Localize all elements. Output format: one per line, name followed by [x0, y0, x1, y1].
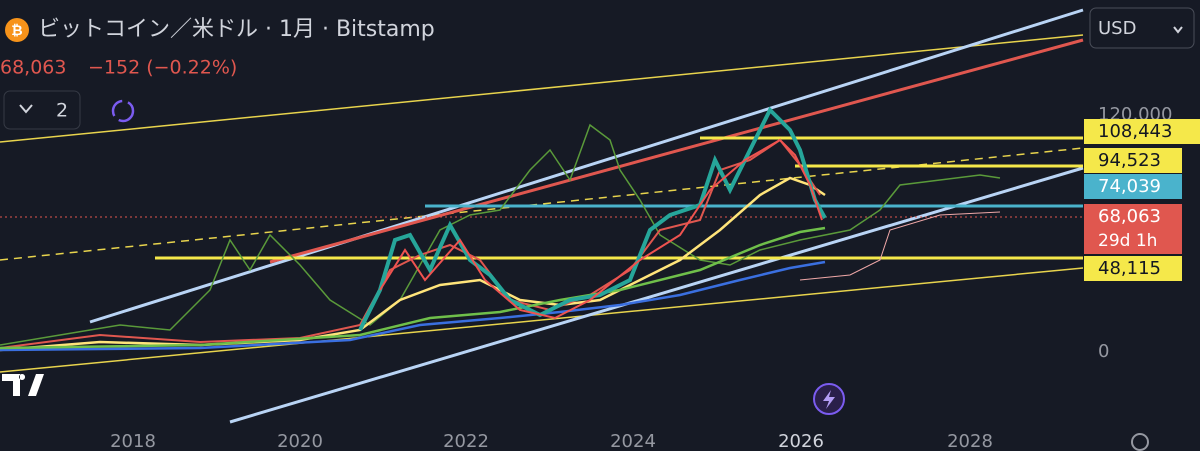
bitcoin-symbol: ₿	[11, 23, 22, 39]
price-marker-label: 74,039	[1098, 176, 1161, 197]
price-marker	[1084, 119, 1200, 144]
price-marker-label: 68,063	[1098, 206, 1161, 227]
drawings	[0, 8, 1084, 424]
time-label: 2024	[610, 431, 656, 451]
price-marker-label: 48,115	[1098, 258, 1161, 279]
currency-select[interactable]	[1089, 7, 1195, 49]
time-label: 2022	[443, 431, 489, 451]
settings-button[interactable]	[1131, 433, 1149, 451]
loading-icon	[111, 99, 135, 123]
price-marker-label: 108,443	[1098, 121, 1172, 142]
time-label: 2020	[277, 431, 323, 451]
price-change: −152 (−0.22%)	[88, 57, 237, 79]
price-marker-label: 94,523	[1098, 150, 1161, 171]
last-price: 68,063	[0, 57, 66, 79]
time-label: 2018	[110, 431, 156, 451]
lightning-icon	[823, 390, 835, 409]
price-marker	[1084, 174, 1182, 199]
tv-logo	[2, 374, 44, 396]
price-marker	[1084, 148, 1182, 173]
price-label: 0	[1098, 341, 1109, 362]
indicator-toggle[interactable]	[3, 90, 81, 130]
chevron	[19, 104, 33, 114]
time-label: 2028	[947, 431, 993, 451]
time-label: 2026	[778, 431, 824, 451]
chevron	[1173, 26, 1183, 34]
countdown-label: 29d 1h	[1098, 231, 1157, 251]
currency-label: USD	[1098, 18, 1136, 39]
bitcoin-icon	[5, 18, 29, 42]
price-marker	[1084, 204, 1182, 254]
indicator-count: 2	[56, 100, 68, 122]
symbol-title: ビットコイン／米ドル · 1月 · Bitstamp	[38, 17, 435, 42]
price-marker	[1084, 256, 1182, 281]
